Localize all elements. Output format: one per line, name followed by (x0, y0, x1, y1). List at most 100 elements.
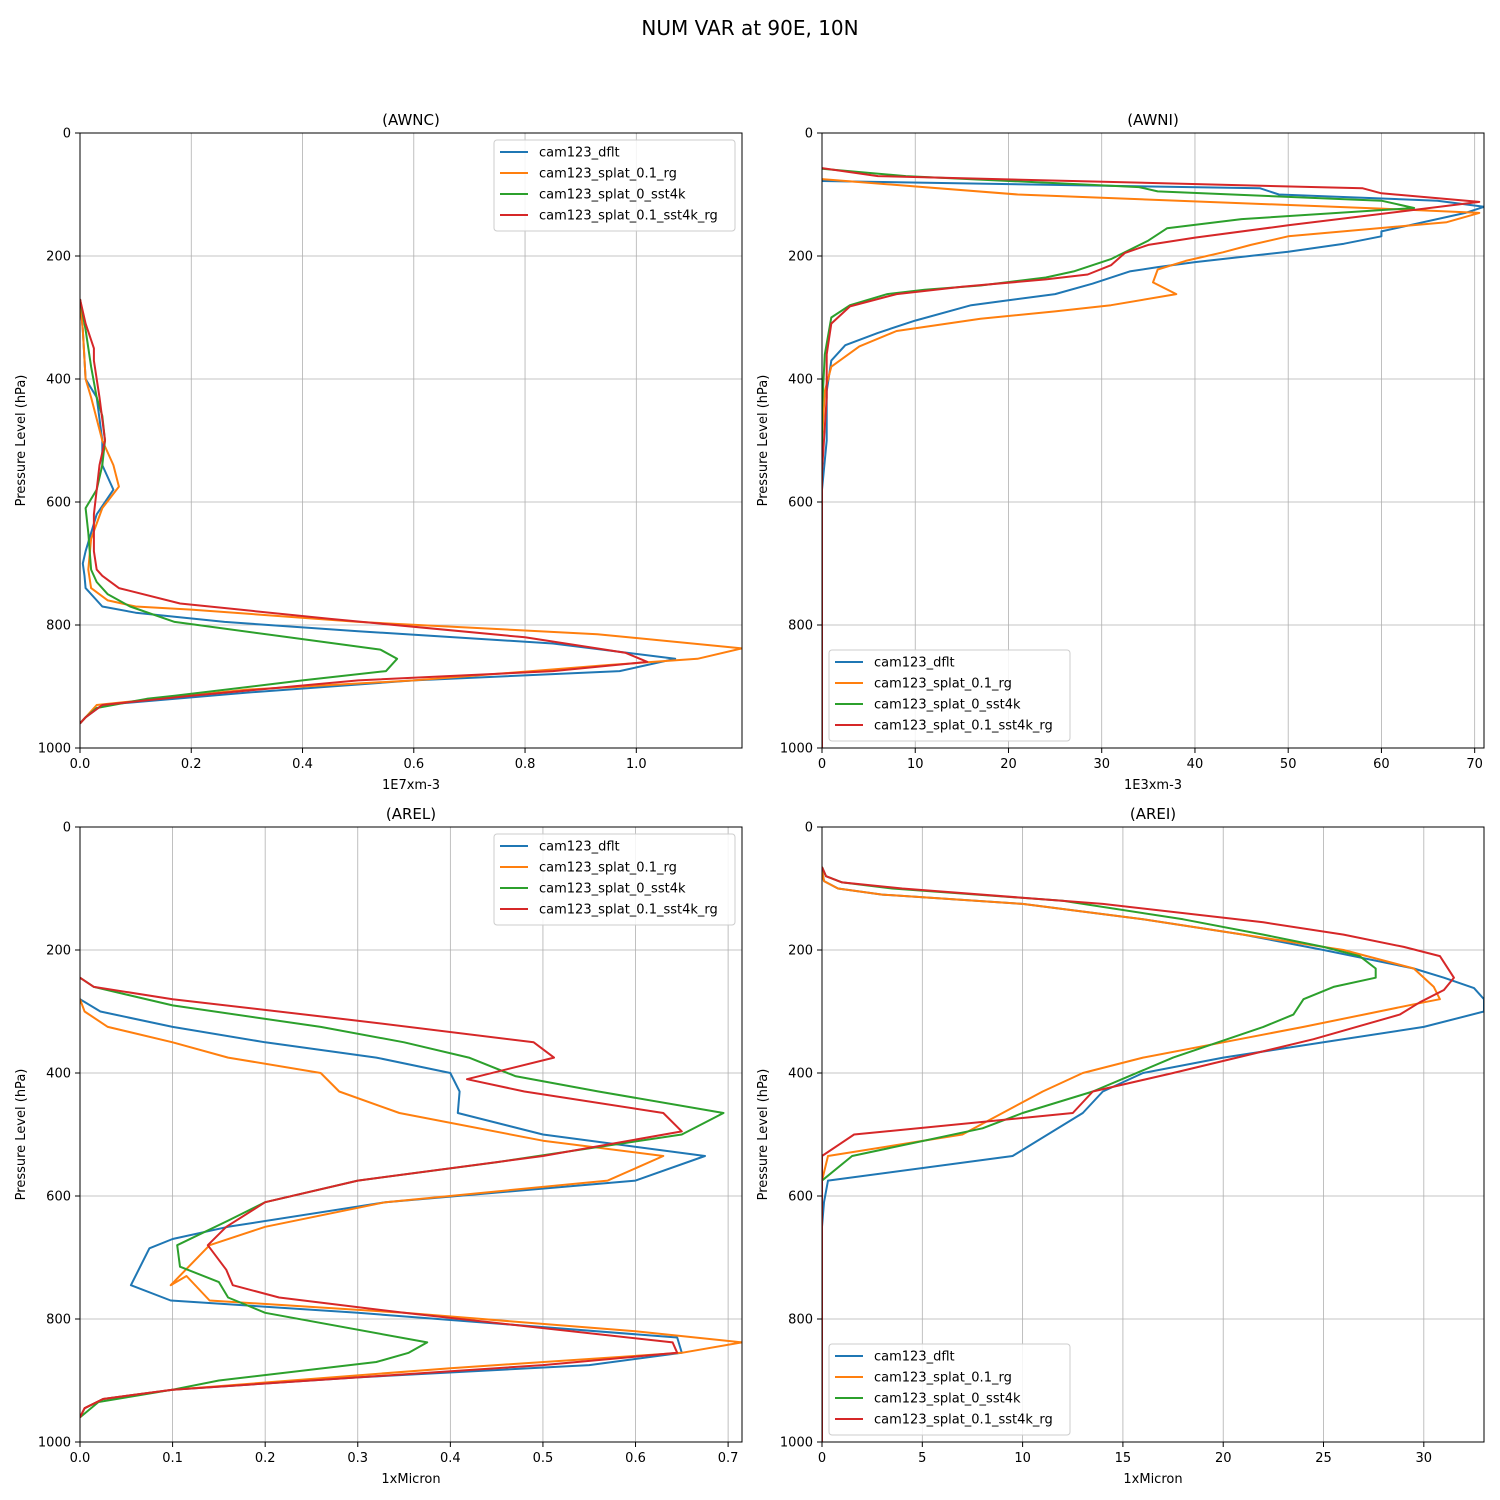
y-tick-label: 200 (788, 944, 813, 959)
y-tick-label: 200 (46, 944, 71, 959)
legend-label-2: cam123_splat_0.1_rg (539, 167, 677, 182)
x-tick-label: 15 (1115, 1451, 1132, 1466)
chart-4: 0 5 10 15 20 25 30 0 200 400 600 800 1000 (AREI) 1xMic… (756, 805, 1485, 1487)
y-axis-label: Pressure Level (hPa) (14, 1069, 29, 1201)
y-tick-label: 0 (805, 127, 813, 142)
x-axis-label: 1E3xm-3 (1124, 778, 1182, 793)
x-tick-label: 0.2 (255, 1451, 276, 1466)
chart-3: 0.0 0.1 0.2 0.3 0.4 0.5 0.6 0.7 0 200 400 600 800 100… (14, 805, 743, 1487)
legend: cam123_dflt cam123_splat_0.1_rg cam123_spl… (828, 1343, 1071, 1436)
x-tick-label: 25 (1315, 1451, 1332, 1466)
x-tick-label: 10 (907, 757, 924, 772)
legend-frame (493, 139, 736, 232)
legend-label-4: cam123_splat_0.1_sst4k_rg (539, 903, 718, 918)
y-tick-label: 800 (788, 619, 813, 634)
legend-label-2: cam123_splat_0.1_rg (874, 677, 1012, 692)
x-tick-label: 0 (818, 757, 826, 772)
legend-frame (493, 833, 736, 926)
legend-label-3: cam123_splat_0_sst4k (874, 1392, 1021, 1407)
y-tick-label: 0 (63, 821, 71, 836)
x-tick-label: 0 (818, 1451, 826, 1466)
axes-frame (821, 826, 1485, 1443)
chart-2: 0 10 20 30 40 50 60 70 0 200 400 600 800 1000 (AWNI) 1E… (756, 111, 1485, 793)
x-tick-label: 30 (1093, 757, 1110, 772)
x-tick-label: 0.2 (181, 757, 202, 772)
legend-frame (828, 649, 1071, 742)
y-tick-label: 400 (788, 1067, 813, 1082)
y-tick-label: 1000 (38, 742, 71, 757)
y-tick-label: 600 (788, 1190, 813, 1205)
legend-label-2: cam123_splat_0.1_rg (539, 861, 677, 876)
series-line-2 (80, 299, 742, 725)
x-axis-label: 1xMicron (1123, 1472, 1182, 1487)
x-tick-label: 20 (1215, 1451, 1232, 1466)
y-axis-label: Pressure Level (hPa) (14, 375, 29, 507)
y-tick-label: 400 (788, 373, 813, 388)
x-tick-label: 0.7 (718, 1451, 739, 1466)
series-line-3 (822, 167, 1416, 748)
legend-label-1: cam123_dflt (539, 840, 620, 855)
x-tick-label: 10 (1014, 1451, 1031, 1466)
x-axis-label: 1E7xm-3 (382, 778, 440, 793)
y-tick-label: 0 (805, 821, 813, 836)
legend-label-3: cam123_splat_0_sst4k (874, 698, 1021, 713)
x-tick-label: 5 (918, 1451, 926, 1466)
legend-label-3: cam123_splat_0_sst4k (539, 188, 686, 203)
legend-label-1: cam123_dflt (874, 656, 955, 671)
series-line-2 (80, 998, 742, 1418)
x-tick-label: 60 (1373, 757, 1390, 772)
x-tick-label: 30 (1416, 1451, 1433, 1466)
axes-frame (79, 132, 743, 749)
x-tick-label: 0.4 (440, 1451, 461, 1466)
y-tick-label: 400 (46, 1067, 71, 1082)
x-tick-label: 0.5 (533, 1451, 554, 1466)
figure-title: NUM VAR at 90E, 10N (641, 16, 859, 40)
x-tick-label: 40 (1187, 757, 1204, 772)
legend-label-1: cam123_dflt (874, 1350, 955, 1365)
y-tick-label: 400 (46, 373, 71, 388)
series-line-4 (822, 866, 1455, 1442)
y-tick-label: 600 (46, 1190, 71, 1205)
x-tick-label: 0.1 (162, 1451, 183, 1466)
legend-label-4: cam123_splat_0.1_sst4k_rg (874, 1413, 1053, 1428)
y-tick-label: 800 (46, 619, 71, 634)
x-tick-label: 0.6 (625, 1451, 646, 1466)
y-tick-label: 1000 (780, 742, 813, 757)
y-tick-label: 800 (46, 1313, 71, 1328)
legend: cam123_dflt cam123_splat_0.1_rg cam123_spl… (493, 833, 736, 926)
series-line-2 (822, 178, 1481, 748)
x-axis-label: 1xMicron (381, 1472, 440, 1487)
legend: cam123_dflt cam123_splat_0.1_rg cam123_spl… (828, 649, 1071, 742)
series-line-1 (822, 180, 1484, 748)
legend-label-1: cam123_dflt (539, 146, 620, 161)
series-line-1 (80, 299, 677, 725)
y-tick-label: 1000 (38, 1436, 71, 1451)
series-line-3 (80, 976, 725, 1419)
y-tick-label: 200 (46, 250, 71, 265)
series-line-4 (80, 976, 683, 1418)
x-tick-label: 0.6 (403, 757, 424, 772)
chart-title: (AWNI) (1127, 111, 1179, 129)
axes-frame (821, 132, 1485, 749)
x-tick-label: 0.4 (292, 757, 313, 772)
series-line-3 (80, 298, 399, 725)
y-tick-label: 600 (46, 496, 71, 511)
x-tick-label: 0.0 (70, 1451, 91, 1466)
y-tick-label: 0 (63, 127, 71, 142)
x-tick-label: 20 (1000, 757, 1017, 772)
legend-frame (828, 1343, 1071, 1436)
y-axis-label: Pressure Level (hPa) (756, 1069, 771, 1201)
x-tick-label: 1.0 (626, 757, 647, 772)
series-line-4 (822, 167, 1481, 748)
axes-frame (79, 826, 743, 1443)
legend: cam123_dflt cam123_splat_0.1_rg cam123_spl… (493, 139, 736, 232)
chart-title: (AREL) (386, 805, 436, 823)
series-line-1 (80, 998, 706, 1418)
y-tick-label: 200 (788, 250, 813, 265)
y-axis-label: Pressure Level (hPa) (756, 375, 771, 507)
series-line-4 (80, 298, 649, 725)
x-tick-label: 0.3 (347, 1451, 368, 1466)
y-tick-label: 1000 (780, 1436, 813, 1451)
chart-title: (AREI) (1130, 805, 1176, 823)
